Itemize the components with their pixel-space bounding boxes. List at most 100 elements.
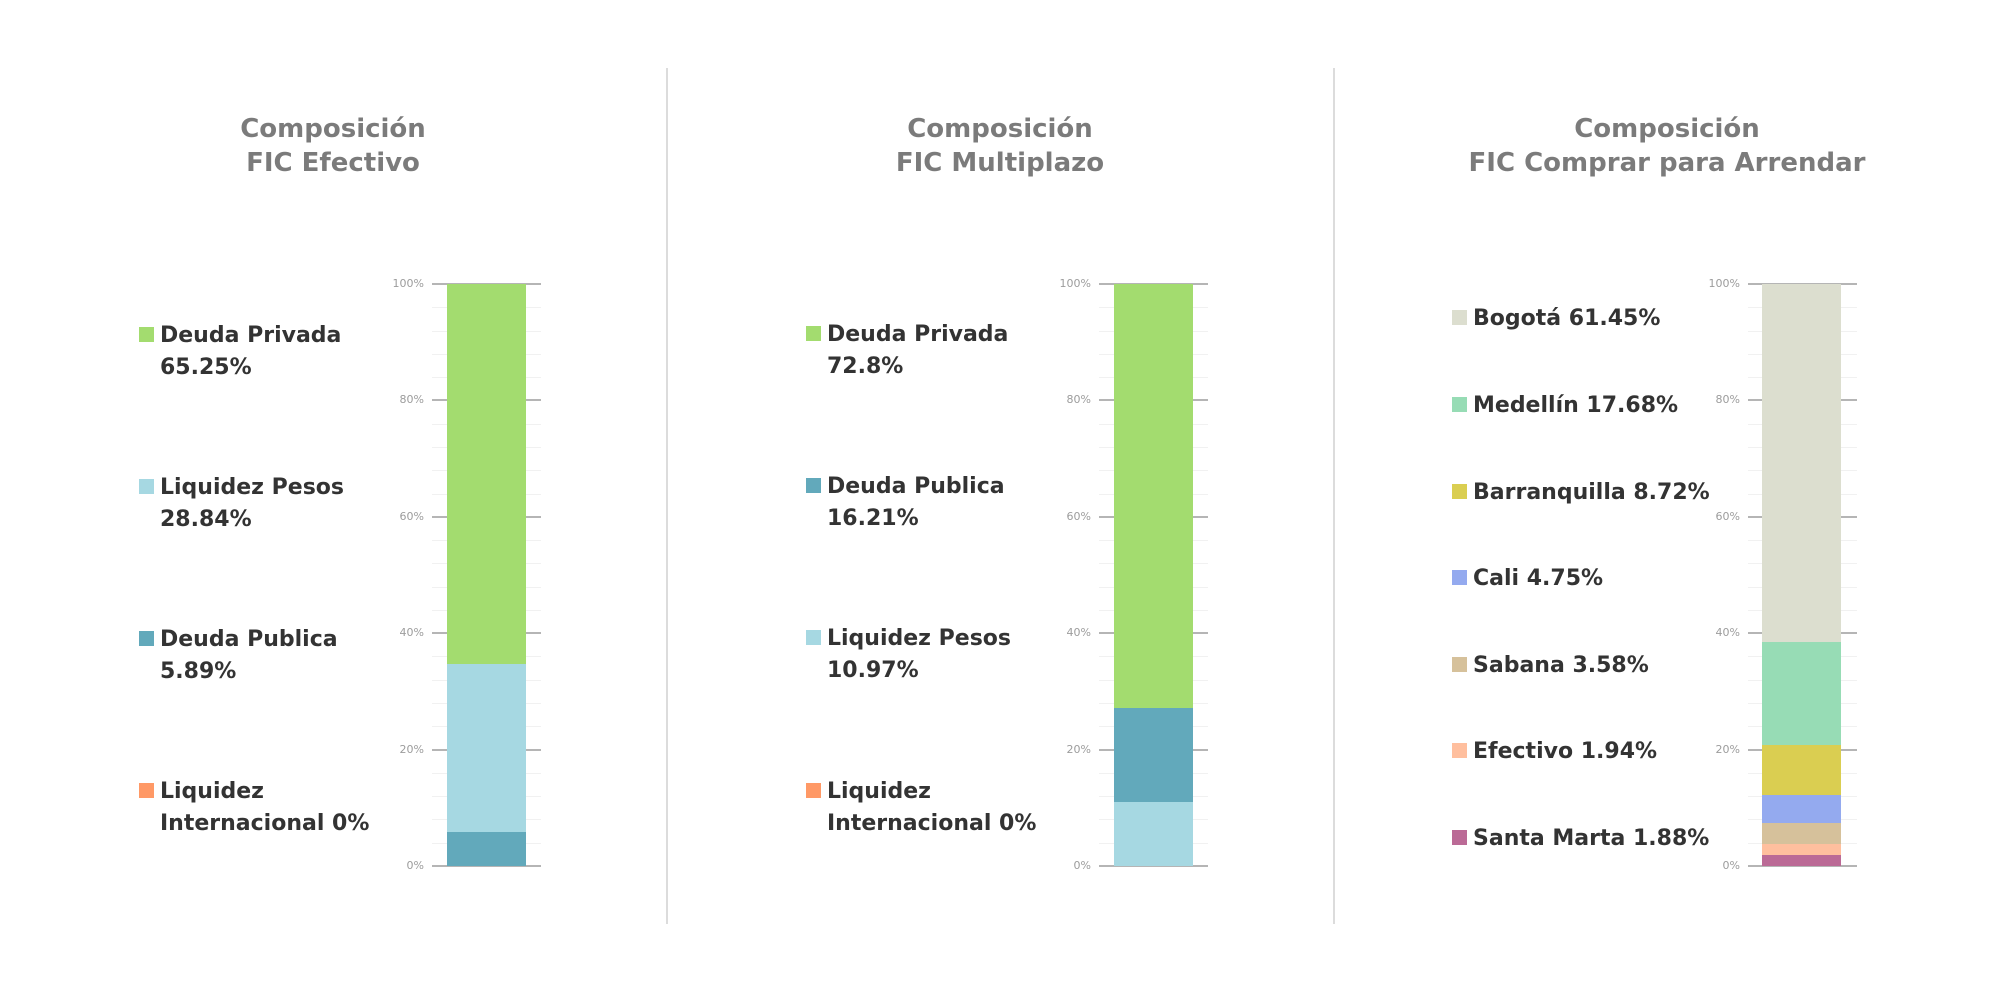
legend-swatch [1452,830,1467,845]
legend-label: Medellín 17.68% [1473,393,1679,418]
legend-value: 65.25% [160,355,252,380]
stacked-bar-chart: 0% 20% 40% 60% 80% 100% [1334,0,2000,1000]
legend-label: Efectivo 1.94% [1473,739,1658,764]
legend-value: Internacional 0% [827,811,1037,836]
y-tick-label: 40% [1066,626,1091,640]
y-tick-label: 20% [1715,742,1740,756]
legend-value: 10.97% [827,658,919,683]
y-tick-label: 0% [406,859,424,872]
major-gridline [1099,865,1208,867]
legend-value: 16.21% [827,506,919,531]
bar-segment-santa-marta[interactable] [1762,855,1841,866]
bar-segment-liquidez-pesos[interactable] [447,663,526,832]
legend-text: Medellín 17.68% [1473,390,1678,422]
legend-text: Deuda Publica 5.89% [160,624,338,688]
legend-swatch [1452,657,1467,672]
stacked-bar-chart: 0% 20% 40% 60% 80% 100% [667,0,1333,1000]
legend-label: Cali 4.75% [1473,566,1604,591]
y-tick-label: 80% [1715,393,1740,407]
bar-segment-barranquilla[interactable] [1762,744,1841,796]
title-line-2: FIC Comprar para Arrendar [1468,148,1866,178]
bar-segment-bogotá[interactable] [1762,284,1841,642]
legend-text: Sabana 3.58% [1473,650,1649,682]
y-tick-label: 80% [1066,393,1091,407]
bar-segment-deuda-privada[interactable] [1114,284,1193,708]
legend-label: Liquidez [160,779,264,804]
legend-text: Liquidez Pesos 28.84% [160,472,344,536]
legend-swatch [139,327,154,342]
bar-segment-deuda-publica[interactable] [447,831,526,866]
legend-swatch [1452,570,1467,585]
legend-text: Liquidez Internacional 0% [160,776,369,840]
legend-label: Deuda Privada [827,322,1009,347]
title-line-2: FIC Multiplazo [895,148,1105,178]
bar-segment-deuda-publica[interactable] [1114,707,1193,803]
legend-value: Internacional 0% [160,811,370,836]
legend-text: Efectivo 1.94% [1473,736,1657,768]
title-line-2: FIC Efectivo [246,148,420,178]
legend-value: 28.84% [160,507,252,532]
title-line-1: Composición [240,114,426,144]
legend-swatch [806,326,821,341]
stacked-bar-chart: 0% 20% 40% 60% 80% 100% [0,0,666,1000]
legend-label: Barranquilla 8.72% [1473,480,1710,505]
major-gridline [432,865,541,867]
legend-swatch [1452,310,1467,325]
y-tick-label: 80% [399,393,424,407]
legend-swatch [1452,397,1467,412]
bar-segment-efectivo[interactable] [1762,843,1841,856]
y-tick-label: 60% [399,509,424,523]
bar-segment-deuda-privada[interactable] [447,284,526,664]
bar-segment-cali[interactable] [1762,795,1841,823]
y-tick-label: 0% [1073,859,1091,872]
y-tick-label: 0% [1722,859,1740,872]
panel-title: Composición FIC Comprar para Arrendar [1334,112,2000,180]
panel-fic-comprar-para-arrendar: Composición FIC Comprar para Arrendar Bo… [1334,0,2000,1000]
legend-value: 5.89% [160,659,237,684]
y-tick-label: 40% [399,626,424,640]
legend-text: Deuda Privada 65.25% [160,320,341,384]
legend-label: Deuda Privada [160,323,342,348]
legend-text: Cali 4.75% [1473,563,1603,595]
y-tick-label: 100% [1059,277,1091,290]
legend-swatch [806,478,821,493]
legend-label: Sabana 3.58% [1473,653,1649,678]
bar-segment-medellín[interactable] [1762,641,1841,745]
y-tick-label: 40% [1715,626,1740,640]
legend-text: Barranquilla 8.72% [1473,477,1710,509]
legend-label: Deuda Publica [827,474,1005,499]
panel-title: Composición FIC Efectivo [0,112,666,180]
y-tick-label: 20% [1066,742,1091,756]
title-line-1: Composición [907,114,1093,144]
legend-label: Liquidez [827,779,931,804]
legend-text: Bogotá 61.45% [1473,303,1660,335]
legend-label: Liquidez Pesos [160,475,344,500]
y-tick-label: 20% [399,742,424,756]
legend-label: Liquidez Pesos [827,626,1011,651]
panel-divider-2 [1333,68,1335,924]
panel-fic-efectivo: Composición FIC Efectivo Deuda Privada 6… [0,0,666,1000]
bar-segment-liquidez-pesos[interactable] [1114,802,1193,866]
legend-text: Liquidez Pesos 10.97% [827,623,1011,687]
panel-divider-1 [666,68,668,924]
legend-text: Deuda Publica 16.21% [827,471,1005,535]
y-tick-label: 100% [392,277,424,290]
legend-swatch [806,783,821,798]
legend-label: Santa Marta 1.88% [1473,826,1710,851]
legend-text: Santa Marta 1.88% [1473,823,1709,855]
legend-swatch [139,479,154,494]
panel-fic-multiplazo: Composición FIC Multiplazo Deuda Privada… [667,0,1333,1000]
legend-swatch [806,630,821,645]
major-gridline [1099,283,1208,285]
title-line-1: Composición [1574,114,1760,144]
legend-swatch [1452,743,1467,758]
legend-value: 72.8% [827,354,904,379]
legend-swatch [1452,484,1467,499]
bar-segment-sabana[interactable] [1762,822,1841,844]
legend-text: Liquidez Internacional 0% [827,776,1036,840]
major-gridline [432,283,541,285]
y-tick-label: 60% [1715,509,1740,523]
legend-swatch [139,631,154,646]
legend-label: Deuda Publica [160,627,338,652]
legend-text: Deuda Privada 72.8% [827,319,1008,383]
